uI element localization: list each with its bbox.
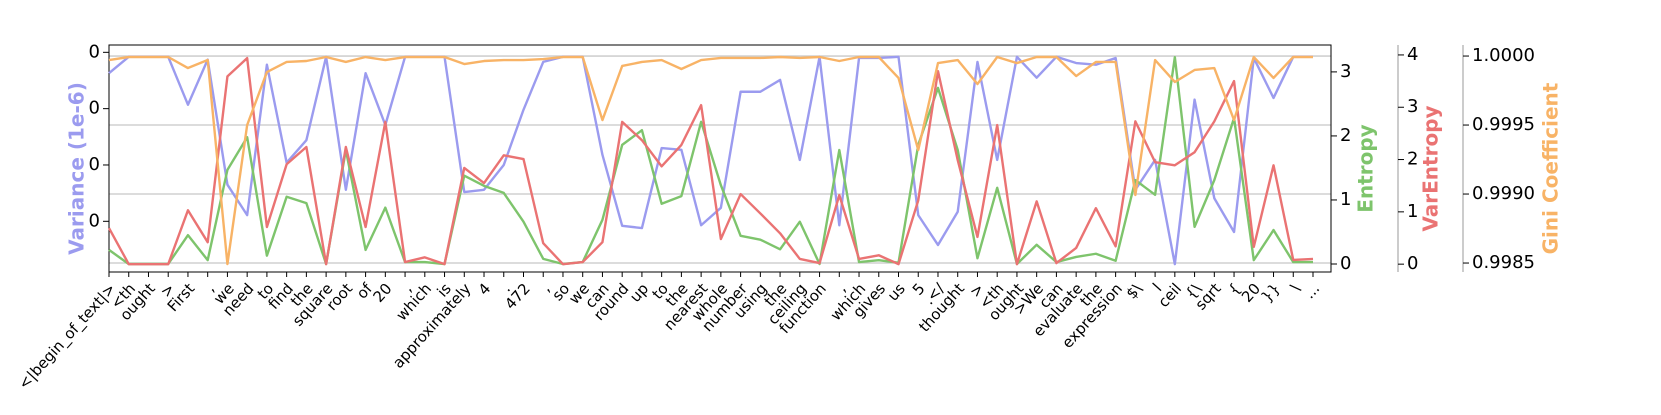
x-tick-label: 4 <box>475 280 495 299</box>
y-tick-label: 1 <box>1407 201 1418 222</box>
y-tick-label: 0.9990 <box>1472 183 1535 204</box>
axis-label: Entropy <box>1354 124 1378 212</box>
y-tick-label: 0 <box>1340 253 1351 274</box>
x-tick-label: <|begin_of_text|> <box>15 280 120 394</box>
y-tick-label: 0.9995 <box>1472 114 1535 135</box>
plot-frame <box>108 44 1332 273</box>
y-tick-label: 4 <box>1407 44 1418 65</box>
y-tick-label: 0 <box>89 154 100 175</box>
series-line <box>108 55 1313 266</box>
y-tick-label: 1 <box>1340 189 1351 210</box>
axis-label: Variance (1e-6) <box>65 82 89 255</box>
series-line <box>107 56 1314 266</box>
x-tick-label: 20 <box>369 280 395 306</box>
x-tick-label: \ <box>1287 279 1304 296</box>
y-tick-label: 0.9985 <box>1472 252 1535 273</box>
y-tick-label: 2 <box>1407 149 1418 170</box>
y-tick-label: 3 <box>1407 96 1418 117</box>
y-tick-label: 3 <box>1340 61 1351 82</box>
y-tick-label: 0 <box>89 41 100 62</box>
y-tick-label: 0 <box>89 98 100 119</box>
y-tick-label: 0 <box>1407 253 1418 274</box>
x-tick-label: $\ <box>1123 279 1147 303</box>
x-tick-label: }} <box>1258 280 1284 306</box>
axis-label: VarEntropy <box>1419 105 1443 231</box>
x-tick-label: ... <box>1300 280 1323 303</box>
series-line <box>108 55 1313 266</box>
x-tick-label: ceil <box>1155 280 1186 311</box>
y-tick-label: 0 <box>89 210 100 231</box>
series-line <box>108 55 1313 266</box>
x-tick-label: us <box>884 280 909 305</box>
y-tick-label: 1.0000 <box>1472 45 1535 66</box>
x-tick-label: up <box>626 280 652 306</box>
axis-label: Gini Coefficient <box>1539 82 1563 254</box>
y-tick-label: 2 <box>1340 125 1351 146</box>
